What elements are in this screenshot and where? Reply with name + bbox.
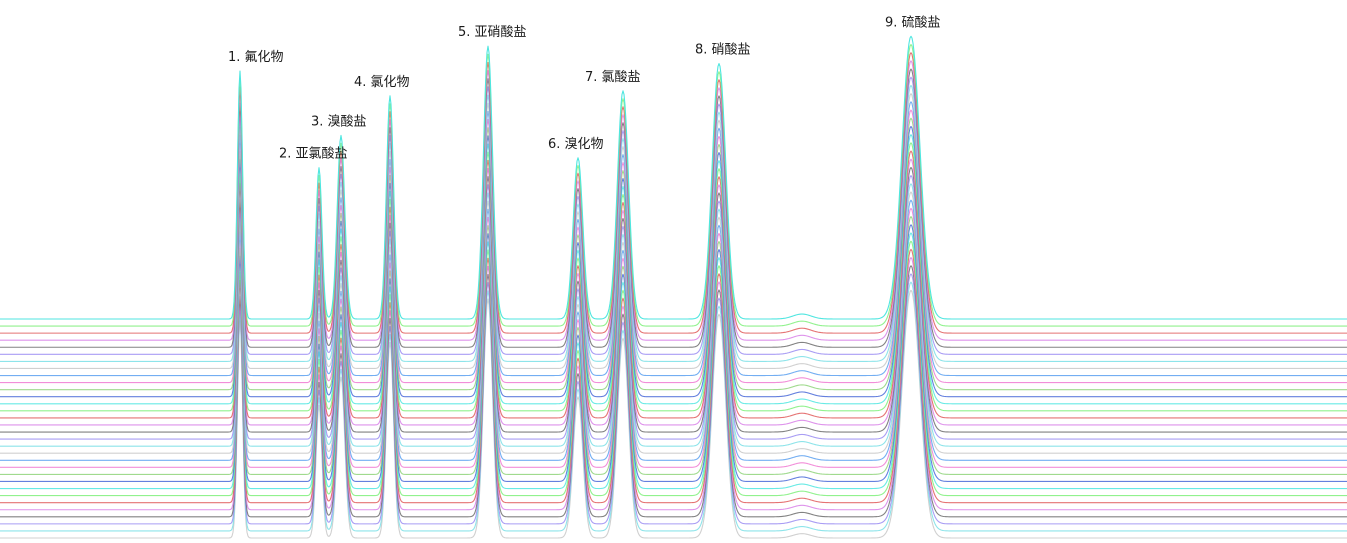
trace-line-15 [0,150,1347,419]
trace-line-18 [0,175,1347,440]
trace-line-27 [0,248,1347,504]
peak-label-9: 9. 硫酸盐 [885,15,941,30]
trace-line-10 [0,109,1347,384]
trace-line-6 [0,76,1347,355]
trace-line-29 [0,265,1347,518]
trace-line-20 [0,191,1347,454]
peak-labels: 1. 氟化物 2. 亚氯酸盐 3. 溴酸盐 4. 氯化物 5. 亚硝酸盐 6. 溴化物 7.… [228,15,941,161]
trace-line-8 [0,93,1347,369]
trace-line-26 [0,240,1347,497]
trace-line-13 [0,134,1347,405]
peak-label-5: 5. 亚硝酸盐 [458,25,527,40]
peak-label-2: 2. 亚氯酸盐 [279,147,348,162]
trace-line-23 [0,216,1347,475]
trace-line-1 [0,35,1347,320]
trace-line-5 [0,68,1347,348]
peak-label-1: 1. 氟化物 [228,50,284,65]
peak-label-8: 8. 硝酸盐 [695,43,751,58]
trace-line-14 [0,142,1347,412]
peak-label-3: 3. 溴酸盐 [311,115,367,130]
trace-line-2 [0,43,1347,327]
trace-line-9 [0,101,1347,377]
trace-line-25 [0,232,1347,490]
peak-label-4: 4. 氯化物 [354,75,410,90]
trace-line-19 [0,183,1347,447]
trace-line-21 [0,199,1347,461]
trace-line-32 [0,289,1347,539]
peak-label-6: 6. 溴化物 [548,137,604,152]
peak-label-7: 7. 氯酸盐 [585,70,641,85]
trace-line-16 [0,158,1347,426]
trace-line-30 [0,273,1347,525]
trace-line-17 [0,166,1347,433]
trace-line-31 [0,281,1347,532]
trace-line-12 [0,125,1347,398]
trace-line-24 [0,224,1347,483]
trace-line-3 [0,52,1347,334]
trace-line-28 [0,257,1347,511]
trace-line-7 [0,84,1347,362]
overlay-traces [0,35,1347,539]
trace-line-22 [0,207,1347,468]
trace-line-11 [0,117,1347,391]
trace-line-4 [0,60,1347,341]
